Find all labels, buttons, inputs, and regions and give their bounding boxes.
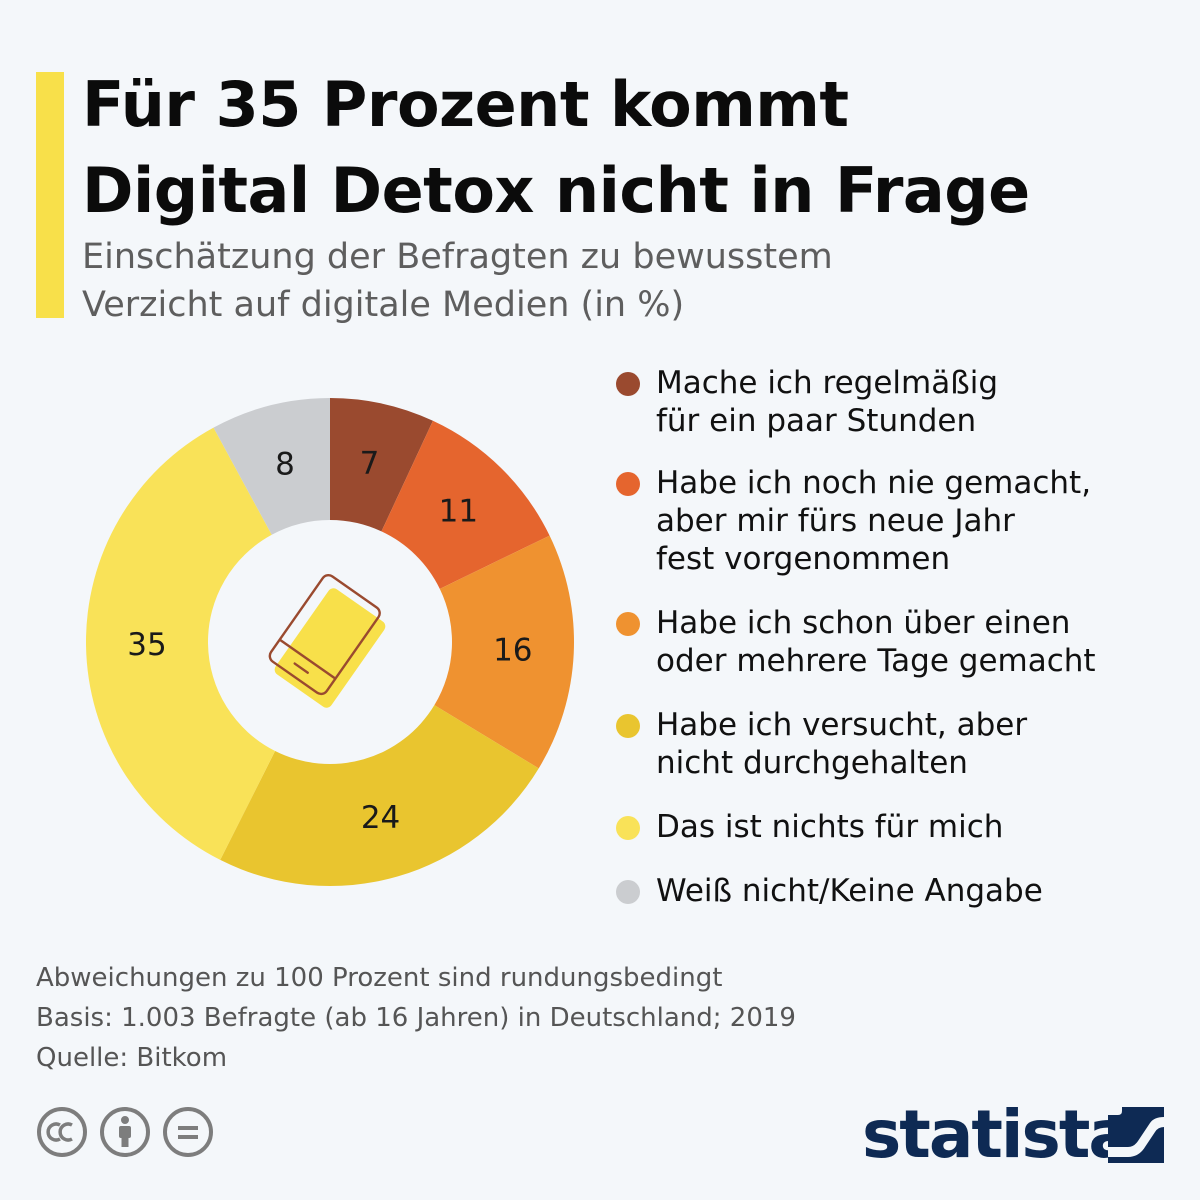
legend-label: Mache ich regelmäßig für ein paar Stunde… xyxy=(656,365,999,439)
legend-label: Habe ich noch nie gemacht, aber mir fürs… xyxy=(656,465,1092,577)
legend-label: Weiß nicht/Keine Angabe xyxy=(656,873,1043,909)
legend-color-dot xyxy=(616,816,640,840)
donut-value-labels: 7 11 16 24 35 8 xyxy=(127,445,532,836)
donut-value-label-3: 24 xyxy=(361,800,400,836)
legend-color-dot xyxy=(616,880,640,904)
legend-label: Habe ich versucht, aber nicht durchgehal… xyxy=(656,707,1028,781)
footnotes: Abweichungen zu 100 Prozent sind rundung… xyxy=(36,958,796,1078)
legend-color-dot xyxy=(616,714,640,738)
legend-color-dot xyxy=(616,472,640,496)
chart-subtitle-line-2: Verzicht auf digitale Medien (in %) xyxy=(82,284,685,325)
donut-value-label-4: 35 xyxy=(127,627,166,663)
donut-slice-5 xyxy=(213,398,330,535)
legend-color-dot xyxy=(616,372,640,396)
donut-value-label-2: 16 xyxy=(493,633,532,669)
donut-value-label-5: 8 xyxy=(275,447,295,483)
footnote-basis: Basis: 1.003 Befragte (ab 16 Jahren) in … xyxy=(36,1003,796,1033)
statista-logo[interactable]: statista xyxy=(862,1090,1164,1180)
chart-title: Für 35 Prozent kommt Digital Detox nicht… xyxy=(82,62,1162,233)
donut-slice-2 xyxy=(434,535,574,769)
donut-value-label-1: 11 xyxy=(439,494,478,530)
legend-label: Habe ich schon über einen oder mehrere T… xyxy=(656,605,1096,679)
donut-value-label-0: 7 xyxy=(360,445,380,481)
by-attribution-icon[interactable] xyxy=(99,1106,151,1158)
donut-chart: 7 11 16 24 35 8 xyxy=(86,398,574,886)
statista-logo-icon xyxy=(1108,1107,1164,1163)
legend-color-dot xyxy=(616,612,640,636)
license-icons xyxy=(36,1106,225,1158)
donut-slice-4 xyxy=(86,427,276,860)
chart-subtitle-line-1: Einschätzung der Befragten zu bewusstem xyxy=(82,237,833,277)
legend-label: Das ist nichts für mich xyxy=(656,809,1004,845)
donut-slice-3 xyxy=(220,705,539,886)
chart-title-line-2: Digital Detox nicht in Frage xyxy=(82,153,1030,227)
footnote-source: Quelle: Bitkom xyxy=(36,1043,228,1073)
statista-wordmark: statista xyxy=(862,1096,1133,1173)
donut-slice-1 xyxy=(381,420,550,589)
no-derivatives-icon[interactable] xyxy=(162,1106,214,1158)
footnote-rounding: Abweichungen zu 100 Prozent sind rundung… xyxy=(36,963,723,993)
donut-slice-0 xyxy=(330,398,433,532)
chart-title-line-1: Für 35 Prozent kommt xyxy=(82,68,849,141)
chart-subtitle: Einschätzung der Befragten zu bewusstem … xyxy=(82,234,982,330)
smartphone-icon xyxy=(268,574,386,708)
title-accent-bar xyxy=(36,72,64,318)
cc-icon[interactable] xyxy=(36,1106,88,1158)
donut-slices xyxy=(86,398,574,886)
